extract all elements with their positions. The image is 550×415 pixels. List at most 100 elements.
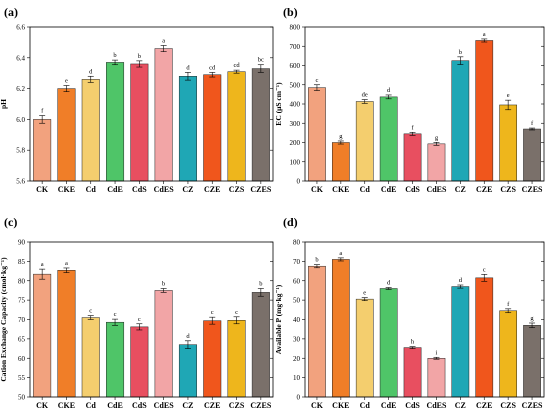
significance-label-CKE: e [65,78,68,85]
bar-Cd [355,101,374,182]
bar-CdES [154,290,173,398]
significance-label-CZE: a [483,31,486,38]
bar-CZE [203,74,222,182]
y-tick-label: 70 [293,258,301,266]
significance-label-CZES: b [259,281,262,288]
bar-CZS [499,104,518,182]
significance-label-CdS: b [138,53,141,60]
panel-letter: (a) [4,5,18,19]
bar-CdE [379,96,398,182]
category-label-CZE: CZE [476,185,492,194]
bar-Cd [81,317,100,398]
y-tick-label: 0 [297,394,301,402]
significance-label-Cd: c [89,308,92,315]
category-label-CdS: CdS [132,185,147,194]
y-tick-label: 200 [290,139,301,147]
bar-CdS [130,63,149,182]
category-label-CZS: CZS [500,185,516,194]
y-tick-label: 100 [290,158,301,166]
significance-label-CdE: d [387,280,391,287]
chart-panel-2: (c) a CK a CKE c Cd c CdE c CdS b CdES d CZ c CZE c CZS b CZ… [0,215,274,410]
bar-CZS [499,310,518,398]
significance-label-CdE: b [113,52,116,59]
bar-CZ [178,76,197,182]
category-label-CdE: CdE [381,185,397,194]
bar-CZE [203,320,222,398]
bar-CdS [403,133,422,182]
category-label-CZ: CZ [182,401,193,410]
category-label-CKE: CKE [332,185,349,194]
significance-label-CdE: c [114,311,117,318]
y-tick-label: 400 [290,101,301,109]
significance-label-CKE: a [65,260,68,267]
category-label-CZ: CZ [182,185,193,194]
significance-label-Cd: d [89,68,93,75]
category-label-CK: CK [311,185,324,194]
bar-Cd [355,298,374,398]
y-tick-label: 6.0 [16,116,25,124]
category-label-CK: CK [36,401,49,410]
bar-CZS [227,320,246,398]
y-tick-label: 0 [297,178,301,186]
bar-CZ [451,60,470,182]
category-label-CZES: CZES [522,185,543,194]
bar-CZES [523,325,541,398]
significance-label-CK: a [41,261,44,268]
plot-frame [304,26,545,182]
category-label-CdES: CdES [154,185,175,194]
significance-label-CdES: a [162,37,165,44]
y-tick-label: 6.6 [16,24,25,32]
bar-CdES [154,48,173,182]
bar-CZES [523,128,541,182]
category-label-Cd: Cd [360,401,371,410]
bar-CdES [427,358,446,398]
significance-label-CZ: b [459,49,462,56]
y-axis-label: Cation Exchange Capacity (cmol·kg⁻¹) [0,257,8,382]
category-label-CZES: CZES [250,401,271,410]
significance-label-CZS: e [507,92,510,99]
y-tick-label: 10 [293,374,301,382]
significance-label-CdES: i [436,349,438,356]
y-tick-label: 55 [18,374,26,382]
bar-CdES [427,143,446,182]
y-tick-label: 85 [18,258,26,266]
category-label-CZS: CZS [500,401,516,410]
bar-CZ [178,344,197,398]
category-label-CdE: CdE [381,401,397,410]
significance-label-CZ: d [186,333,190,340]
significance-label-CdS: c [138,316,141,323]
y-axis-label: EC (μS cm⁻¹) [274,82,283,126]
category-label-CKE: CKE [58,185,75,194]
significance-label-Cd: de [362,92,368,99]
bar-CK [308,265,326,398]
category-label-CZS: CZS [229,185,245,194]
bar-CK [33,273,52,398]
significance-label-CZES: g [530,315,534,322]
bar-CZS [227,71,246,182]
category-label-CZ: CZ [455,401,466,410]
significance-label-CZS: f [507,301,510,308]
y-tick-label: 5.6 [16,178,25,186]
significance-label-CZ: d [459,277,463,284]
category-label-CdS: CdS [405,185,420,194]
significance-label-CZS: c [235,309,238,316]
panel-letter: (c) [4,215,17,229]
significance-label-CK: b [315,257,318,264]
bar-CZE [475,277,494,398]
significance-label-CKE: a [339,250,342,257]
category-label-CdES: CdES [154,401,175,410]
category-label-Cd: Cd [86,401,97,410]
significance-label-CdE: d [387,87,391,94]
y-tick-label: 70 [18,316,26,324]
y-tick-label: 600 [290,62,301,70]
y-tick-label: 90 [18,239,26,247]
plot-frame [29,241,274,398]
bar-CZ [451,286,470,398]
panel-letter: (b) [283,5,298,19]
y-tick-label: 80 [18,277,26,285]
category-label-CdES: CdES [426,401,447,410]
significance-label-CK: f [41,108,44,115]
significance-label-CZ: d [186,64,190,71]
category-label-CKE: CKE [332,401,349,410]
y-axis-label: Available P (mg·kg⁻¹) [274,284,283,354]
